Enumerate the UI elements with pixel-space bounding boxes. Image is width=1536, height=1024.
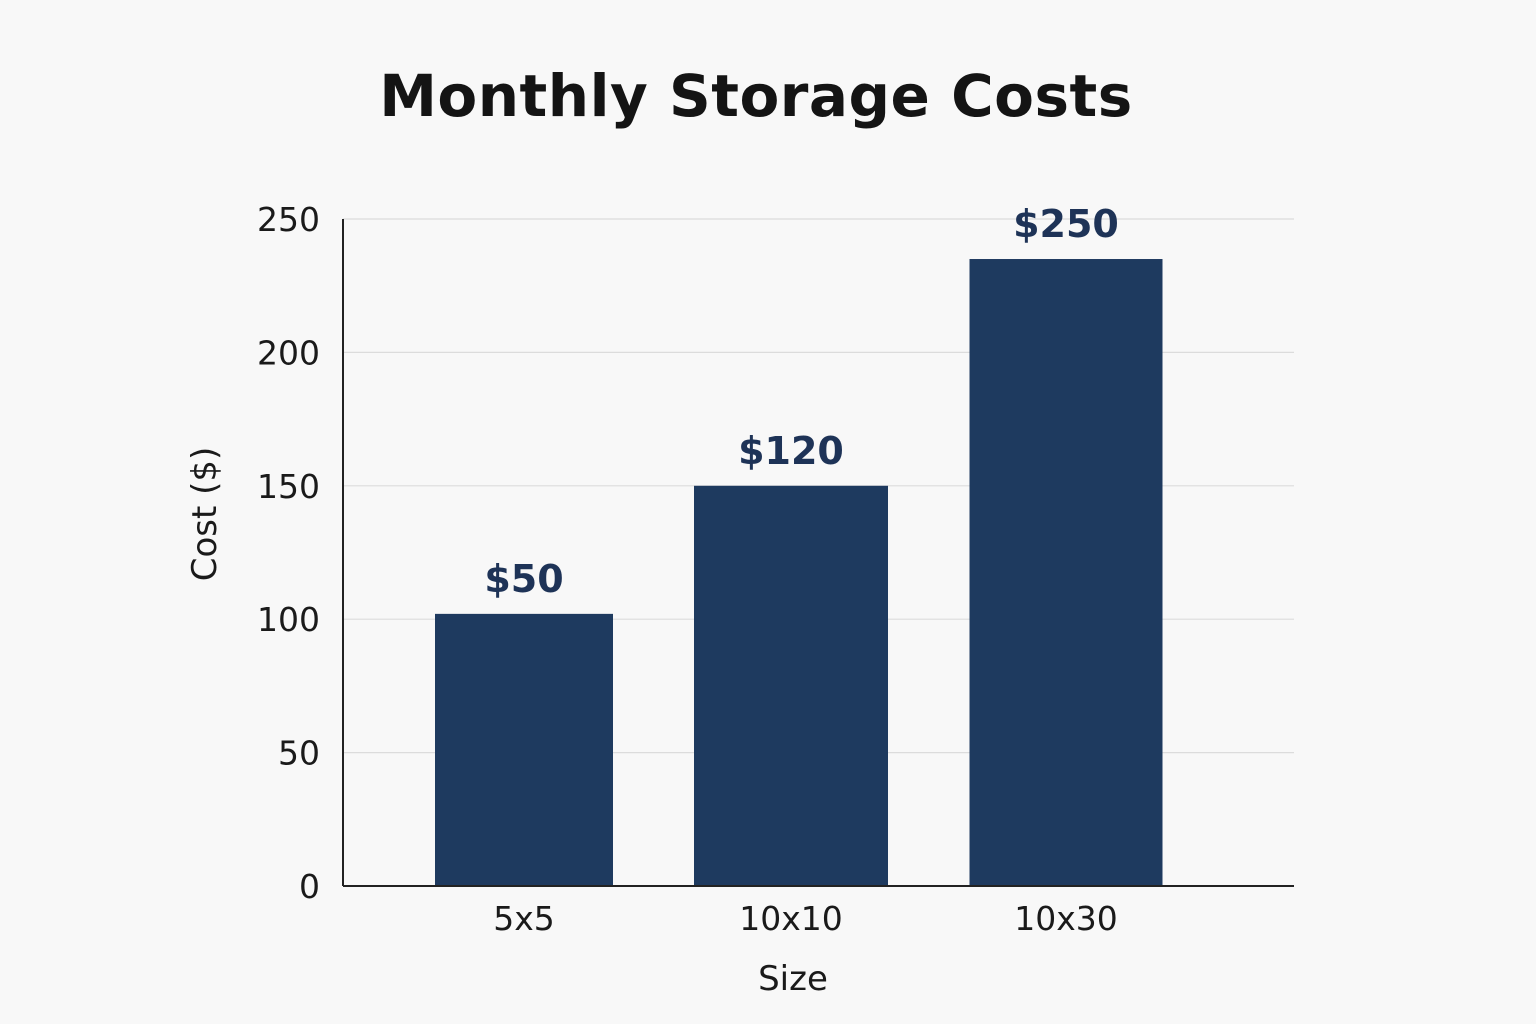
- x-tick-label: 10x30: [1014, 899, 1118, 938]
- bar: [969, 259, 1163, 886]
- y-tick-label: 50: [278, 734, 320, 773]
- bar-data-label: $250: [1013, 202, 1119, 246]
- bars-layer: [435, 259, 1163, 886]
- x-tick-labels: 5x5 10x10 10x30: [493, 899, 1118, 938]
- x-axis-title: Size: [758, 959, 828, 999]
- axes-layer: [342, 219, 1294, 887]
- x-tick-label: 5x5: [493, 899, 555, 938]
- y-axis-title: Cost ($): [185, 447, 225, 582]
- y-tick-label: 200: [257, 333, 320, 372]
- chart-title: Monthly Storage Costs: [379, 62, 1133, 130]
- y-tick-label: 0: [299, 867, 320, 906]
- x-tick-label: 10x10: [739, 899, 843, 938]
- y-tick-label: 100: [257, 600, 320, 639]
- bar-data-label: $120: [738, 429, 844, 473]
- y-tick-labels: 0 50 100 150 200 250: [257, 200, 320, 906]
- bar-data-label: $50: [484, 557, 563, 601]
- y-tick-label: 250: [257, 200, 320, 239]
- bar: [694, 485, 888, 886]
- data-labels: $50 $120 $250: [484, 202, 1119, 601]
- bar: [435, 613, 613, 886]
- y-tick-label: 150: [257, 467, 320, 506]
